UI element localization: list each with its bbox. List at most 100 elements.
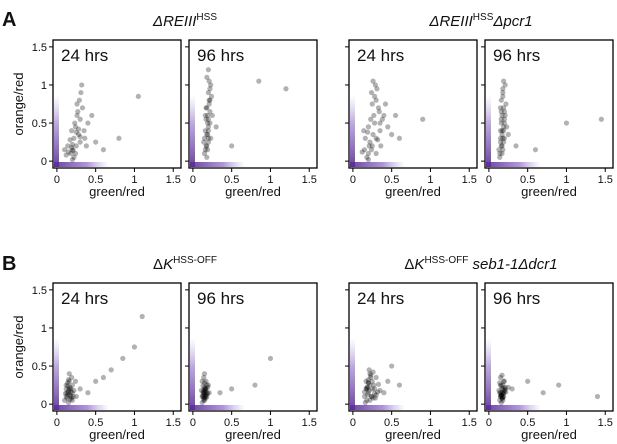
x-tick-label: 0 [190, 417, 196, 429]
data-point [365, 392, 371, 398]
data-point [498, 97, 504, 103]
data-point [63, 382, 69, 388]
data-point [505, 384, 511, 390]
data-point [367, 397, 373, 403]
data-point [373, 97, 379, 103]
data-point [368, 147, 375, 153]
data-point [201, 139, 207, 145]
data-point [75, 109, 81, 115]
data-point [501, 389, 507, 395]
data-point [202, 112, 208, 119]
data-point [496, 387, 502, 394]
density-strip [54, 162, 109, 167]
density-strip [350, 162, 405, 167]
data-point [369, 386, 375, 392]
data-point [93, 139, 99, 145]
data-point [556, 382, 562, 388]
data-point [204, 105, 210, 111]
data-point [385, 124, 391, 130]
x-tick-label: 1.5 [166, 417, 181, 429]
x-tick-label: 1.5 [302, 417, 317, 429]
data-point [365, 380, 371, 386]
data-point [499, 112, 505, 119]
data-point [64, 390, 70, 396]
data-point [203, 143, 209, 149]
y-tick-label: 0.5 [32, 361, 47, 373]
data-point [204, 390, 210, 396]
data-point [497, 374, 504, 381]
data-point [498, 143, 504, 149]
data-point [361, 147, 368, 153]
data-point [65, 392, 71, 398]
data-point [499, 395, 505, 401]
title-part: seb1-1Δdcr1 [468, 256, 557, 273]
data-point [68, 386, 74, 392]
data-point [72, 120, 78, 126]
data-point [500, 147, 506, 153]
data-point [77, 139, 83, 145]
title-part: HSS-OFF [424, 255, 468, 266]
data-point [201, 380, 208, 386]
data-point [72, 150, 79, 157]
data-point [364, 384, 370, 390]
data-point [203, 386, 209, 392]
y-tick-label: 1 [41, 80, 47, 92]
data-point [68, 389, 74, 395]
group-title: ΔKHSS-OFF [153, 255, 217, 273]
data-point [79, 105, 86, 111]
x-tick-label: 0.5 [88, 417, 103, 429]
data-point [205, 116, 211, 122]
data-point [208, 135, 214, 141]
x-tick-label: 0.5 [520, 417, 535, 429]
data-point [229, 386, 235, 392]
x-axis-label: green/red [521, 427, 577, 442]
data-point [207, 97, 213, 103]
data-point [85, 120, 91, 126]
data-point [497, 397, 503, 403]
data-point [505, 131, 511, 138]
data-point [63, 393, 69, 400]
data-point [420, 116, 426, 122]
x-tick-label: 1.5 [598, 174, 613, 186]
data-point [375, 105, 382, 111]
data-point [373, 150, 379, 157]
data-point [72, 124, 79, 130]
data-point [369, 143, 375, 149]
data-point [501, 116, 507, 122]
data-point [69, 157, 75, 163]
data-point [205, 124, 211, 130]
plot-frame [188, 282, 318, 412]
data-point [500, 382, 506, 388]
x-tick-label: 1 [427, 417, 433, 429]
data-point [77, 134, 83, 140]
data-point [501, 78, 507, 84]
title-part: Δpcr1 [492, 13, 532, 30]
data-point [502, 386, 508, 392]
data-point [371, 112, 377, 119]
data-point [201, 390, 207, 396]
data-point [205, 384, 211, 390]
data-point [201, 397, 208, 403]
data-point [208, 82, 214, 88]
data-point [499, 128, 505, 134]
data-point [69, 397, 75, 403]
y-tick-label: 1.5 [32, 42, 47, 54]
data-point [501, 105, 507, 111]
data-point [498, 109, 504, 115]
density-strip [350, 338, 355, 410]
data-point [368, 116, 374, 122]
annotation: 24 hrs [357, 289, 404, 308]
data-point [369, 101, 375, 107]
data-point [200, 383, 206, 389]
data-point [497, 382, 504, 388]
data-point [370, 131, 376, 138]
data-point [366, 367, 372, 373]
data-point [563, 120, 570, 126]
data-point [502, 112, 508, 119]
y-axis-label: orange/red [11, 316, 26, 379]
data-point [201, 150, 208, 157]
data-point [67, 396, 73, 403]
data-point [65, 143, 71, 149]
data-point [82, 135, 88, 141]
